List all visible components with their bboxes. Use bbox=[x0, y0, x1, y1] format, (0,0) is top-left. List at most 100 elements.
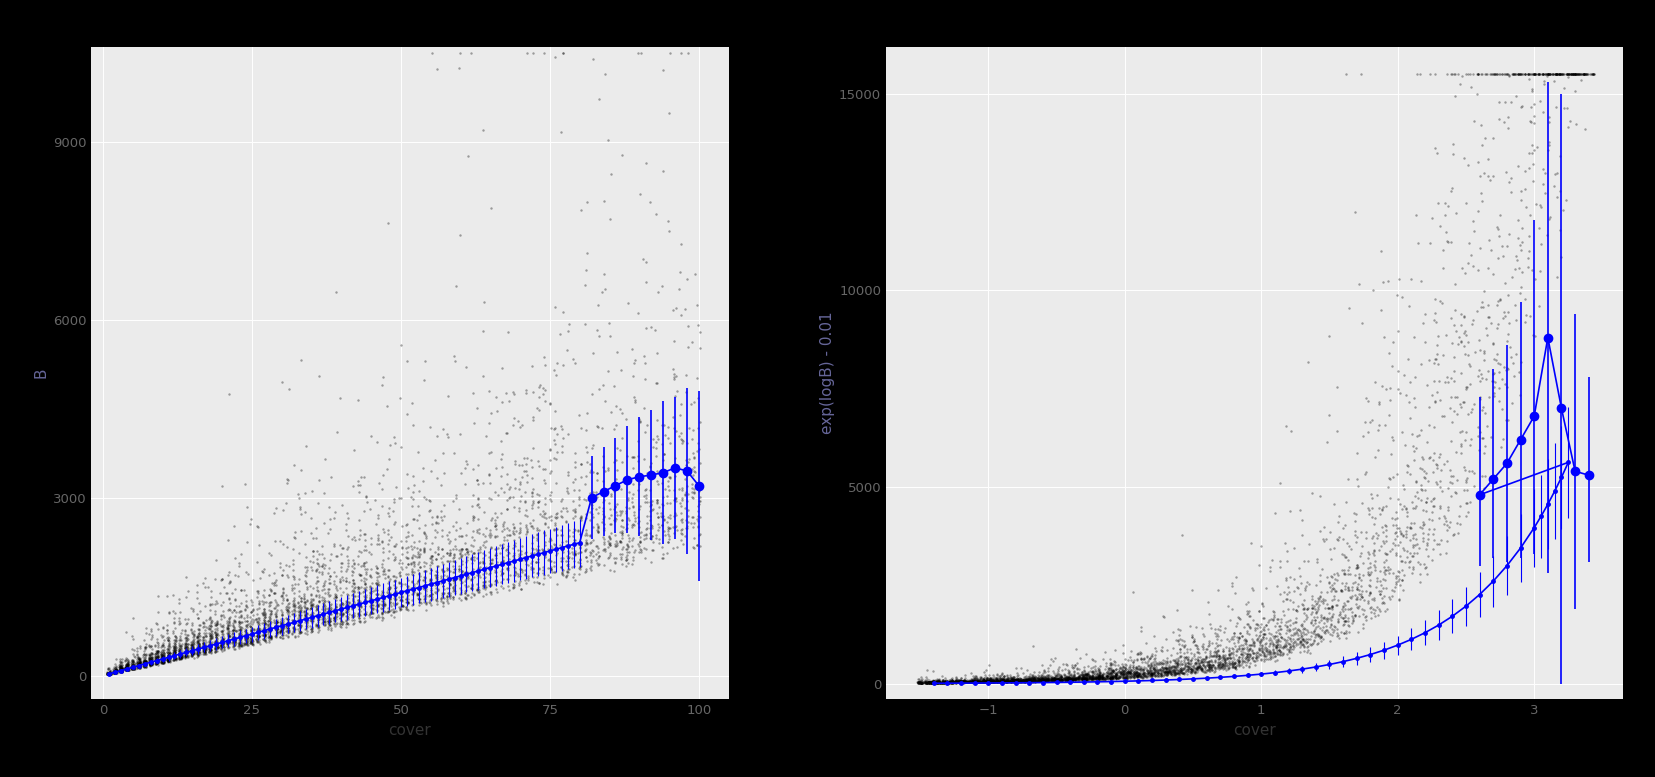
Point bbox=[132, 657, 159, 670]
Point bbox=[257, 614, 283, 626]
Point bbox=[914, 676, 940, 688]
Point bbox=[932, 675, 958, 688]
Point bbox=[1072, 674, 1099, 686]
Point bbox=[255, 631, 281, 643]
Point bbox=[1053, 674, 1079, 686]
Point bbox=[915, 676, 942, 688]
Point bbox=[1097, 670, 1124, 682]
Point bbox=[1112, 659, 1139, 671]
Point bbox=[948, 675, 975, 688]
Point bbox=[281, 622, 308, 635]
Point bbox=[1053, 674, 1079, 687]
Point bbox=[316, 619, 343, 632]
Point bbox=[1213, 652, 1240, 664]
Point bbox=[113, 658, 139, 671]
Point bbox=[113, 664, 139, 676]
Point bbox=[1203, 644, 1230, 657]
Point bbox=[546, 328, 573, 340]
Point bbox=[549, 545, 576, 558]
Point bbox=[192, 640, 218, 653]
Point bbox=[1425, 375, 1451, 387]
Point bbox=[1024, 674, 1051, 687]
Point bbox=[415, 494, 442, 507]
Point bbox=[407, 595, 434, 608]
Point bbox=[654, 525, 680, 538]
Point bbox=[185, 626, 212, 639]
Point bbox=[144, 645, 170, 657]
Point bbox=[1058, 673, 1084, 685]
Point bbox=[536, 396, 563, 409]
Point bbox=[940, 676, 967, 688]
Point bbox=[948, 676, 975, 688]
Point bbox=[220, 634, 247, 646]
Point bbox=[232, 634, 258, 646]
Point bbox=[192, 627, 218, 639]
Point bbox=[131, 657, 157, 670]
Point bbox=[518, 556, 544, 569]
Point bbox=[1456, 378, 1483, 390]
Point bbox=[440, 573, 467, 586]
Point bbox=[937, 675, 963, 688]
Point bbox=[1418, 528, 1445, 541]
Point bbox=[220, 640, 247, 653]
Point bbox=[306, 596, 333, 608]
Point bbox=[1289, 638, 1316, 650]
Point bbox=[151, 656, 177, 668]
Point bbox=[1400, 517, 1427, 529]
Point bbox=[275, 623, 301, 636]
Point bbox=[124, 657, 151, 669]
Point bbox=[103, 662, 129, 674]
Point bbox=[103, 663, 129, 675]
Point bbox=[1301, 594, 1327, 607]
Point bbox=[1140, 658, 1167, 671]
Point bbox=[1135, 653, 1162, 666]
Point bbox=[240, 639, 266, 651]
Point bbox=[1569, 68, 1595, 80]
Point bbox=[1054, 667, 1081, 679]
Point bbox=[1195, 657, 1221, 670]
Point bbox=[419, 590, 445, 602]
Point bbox=[161, 643, 187, 656]
Point bbox=[1066, 670, 1092, 682]
Point bbox=[108, 666, 134, 678]
Point bbox=[561, 533, 588, 545]
Point bbox=[501, 579, 528, 591]
Point bbox=[1412, 496, 1438, 508]
Point bbox=[329, 598, 356, 611]
Point bbox=[1188, 659, 1215, 671]
Point bbox=[1000, 674, 1026, 686]
Point bbox=[336, 608, 362, 620]
Point bbox=[1375, 472, 1402, 485]
Point bbox=[387, 594, 414, 606]
Point bbox=[920, 677, 947, 689]
Point bbox=[952, 676, 978, 688]
Point bbox=[399, 500, 425, 512]
Point bbox=[998, 675, 1024, 688]
Point bbox=[113, 664, 139, 677]
Point bbox=[554, 552, 581, 564]
Point bbox=[424, 584, 450, 596]
Point bbox=[1337, 617, 1364, 629]
Point bbox=[991, 674, 1018, 687]
Point bbox=[1205, 659, 1231, 671]
Point bbox=[167, 648, 194, 660]
Point bbox=[1006, 675, 1033, 688]
Point bbox=[202, 646, 228, 659]
Point bbox=[305, 613, 331, 625]
Point bbox=[915, 676, 942, 688]
Point bbox=[1274, 625, 1301, 637]
Point bbox=[1235, 644, 1261, 657]
Point bbox=[932, 675, 958, 688]
Point bbox=[523, 542, 549, 555]
Point bbox=[1354, 547, 1380, 559]
Point bbox=[1494, 317, 1521, 329]
Point bbox=[1097, 657, 1124, 669]
Point bbox=[1101, 657, 1127, 669]
Point bbox=[970, 666, 996, 678]
Point bbox=[680, 486, 707, 499]
Point bbox=[970, 671, 996, 684]
Point bbox=[215, 612, 242, 625]
Point bbox=[1106, 671, 1132, 683]
Point bbox=[189, 637, 215, 650]
Point bbox=[1067, 665, 1094, 678]
